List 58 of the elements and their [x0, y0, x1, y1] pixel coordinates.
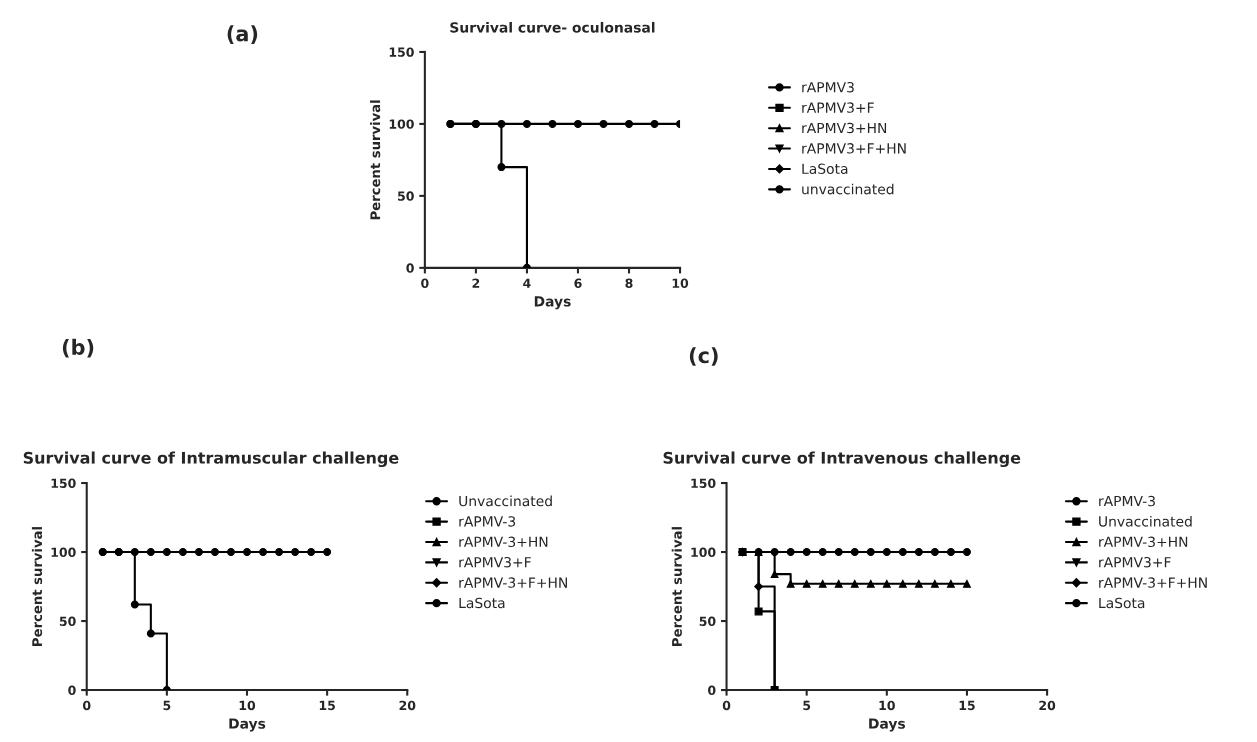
legend-label: rAPMV-3 — [459, 516, 516, 527]
y-tick-label: 100 — [691, 547, 716, 557]
x-axis-title: Days — [869, 718, 906, 732]
text: (a) — [227, 25, 258, 44]
y-tick-label: 50 — [398, 191, 414, 201]
legend-label: unvaccinated — [802, 183, 894, 195]
legend-label: rAPMV3+F+HN — [802, 143, 906, 154]
x-tick-label: 0 — [82, 700, 91, 711]
x-tick-label: 15 — [959, 700, 975, 711]
legend-label: Unvaccinated — [1099, 515, 1192, 527]
chart-title: Survival curve- oculonasal — [450, 21, 655, 33]
y-tick-label: 0 — [708, 685, 716, 695]
legend-label: rAPMV-3+HN — [1099, 536, 1188, 548]
y-axis-title: Percent survival — [370, 100, 381, 220]
x-tick-label: 20 — [1039, 700, 1056, 711]
x-tick-label: 0 — [722, 700, 731, 711]
x-tick-label: 10 — [239, 700, 256, 711]
legend-label: rAPMV3+F — [1099, 556, 1171, 568]
y-tick-label: 100 — [389, 119, 414, 129]
legend-label: rAPMV3+HN — [802, 122, 887, 134]
legend-label: Unvaccinated — [459, 495, 552, 507]
x-tick-label: 5 — [803, 700, 811, 711]
legend-label: rAPMV3 — [802, 81, 854, 93]
chart-title: Survival curve of Intramuscular challenge — [23, 451, 399, 468]
y-tick-label: 0 — [68, 685, 76, 695]
legend-label: LaSota — [1099, 597, 1145, 609]
y-tick-label: 50 — [699, 616, 716, 626]
legend-label: rAPMV-3+F+HN — [1099, 577, 1207, 588]
legend-label: LaSota — [459, 597, 505, 609]
x-axis-title: Days — [229, 718, 266, 732]
chart-title: Survival curve of Intravenous challenge — [663, 451, 1021, 468]
x-tick-label: 5 — [163, 700, 171, 711]
y-axis-title: Percent survival — [31, 527, 43, 646]
y-tick-label: 150 — [691, 478, 716, 488]
x-tick-label: 4 — [523, 278, 531, 288]
legend-label: LaSota — [802, 163, 848, 175]
x-tick-label: 8 — [625, 278, 633, 288]
text: (b) — [62, 338, 94, 358]
x-tick-label: 2 — [472, 278, 480, 288]
x-tick-label: 6 — [574, 278, 582, 288]
y-tick-label: 50 — [59, 616, 76, 626]
legend-label: rAPMV3+F — [802, 102, 874, 113]
y-tick-label: 150 — [51, 478, 76, 488]
x-tick-label: 20 — [399, 700, 416, 711]
x-tick-label: 0 — [421, 278, 429, 288]
y-tick-label: 150 — [389, 47, 414, 57]
legend-label: rAPMV-3+HN — [459, 536, 548, 548]
legend-label: rAPMV3+F — [459, 556, 531, 568]
y-axis-title: Percent survival — [671, 527, 682, 646]
y-tick-label: 0 — [406, 263, 414, 273]
legend-label: rAPMV-3 — [1099, 495, 1155, 507]
x-tick-label: 10 — [879, 700, 895, 711]
x-tick-label: 15 — [319, 700, 335, 711]
x-axis-title: Days — [534, 296, 571, 310]
x-tick-label: 10 — [672, 278, 689, 288]
text: (c) — [689, 347, 718, 366]
legend-label: rAPMV-3+F+HN — [459, 577, 567, 588]
y-tick-label: 100 — [51, 547, 76, 557]
